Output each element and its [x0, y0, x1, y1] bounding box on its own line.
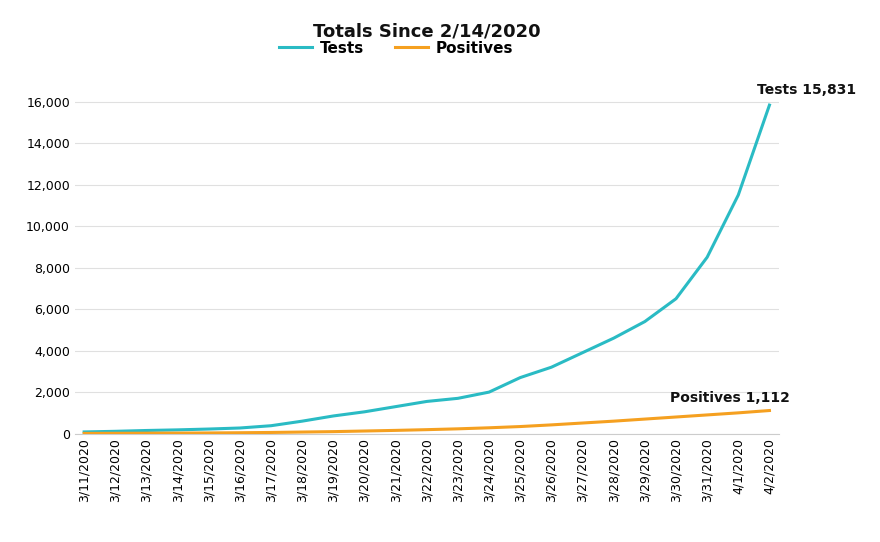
- Text: COVID-19 Daily Status Report: COVID-19 Daily Status Report: [22, 15, 370, 35]
- Text: Totals Since 2/14/2020: Totals Since 2/14/2020: [313, 23, 540, 41]
- Legend: Tests, Positives: Tests, Positives: [273, 35, 519, 62]
- Text: Tests 15,831: Tests 15,831: [757, 83, 856, 97]
- Text: Positives 1,112: Positives 1,112: [670, 391, 789, 405]
